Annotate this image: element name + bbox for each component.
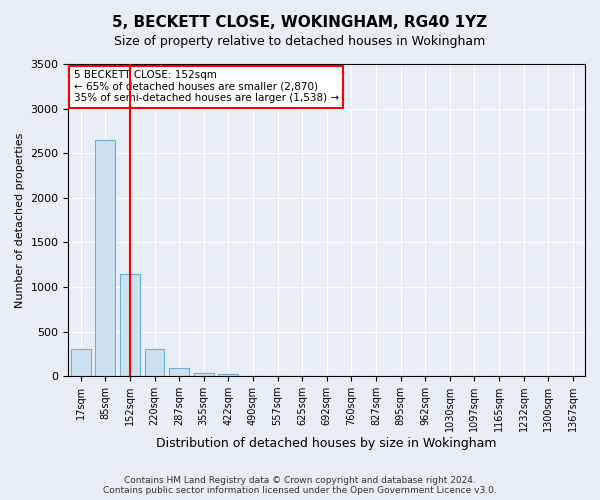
Bar [194,372,214,376]
X-axis label: Distribution of detached houses by size in Wokingham: Distribution of detached houses by size … [157,437,497,450]
Text: Size of property relative to detached houses in Wokingham: Size of property relative to detached ho… [115,35,485,48]
Bar [169,368,189,376]
Y-axis label: Number of detached properties: Number of detached properties [15,132,25,308]
Bar [95,140,115,376]
Text: 5 BECKETT CLOSE: 152sqm
← 65% of detached houses are smaller (2,870)
35% of semi: 5 BECKETT CLOSE: 152sqm ← 65% of detache… [74,70,338,103]
Bar [71,350,91,376]
Bar [218,374,238,376]
Bar [145,350,164,376]
Bar [120,274,140,376]
Text: Contains HM Land Registry data © Crown copyright and database right 2024.
Contai: Contains HM Land Registry data © Crown c… [103,476,497,495]
Text: 5, BECKETT CLOSE, WOKINGHAM, RG40 1YZ: 5, BECKETT CLOSE, WOKINGHAM, RG40 1YZ [112,15,488,30]
